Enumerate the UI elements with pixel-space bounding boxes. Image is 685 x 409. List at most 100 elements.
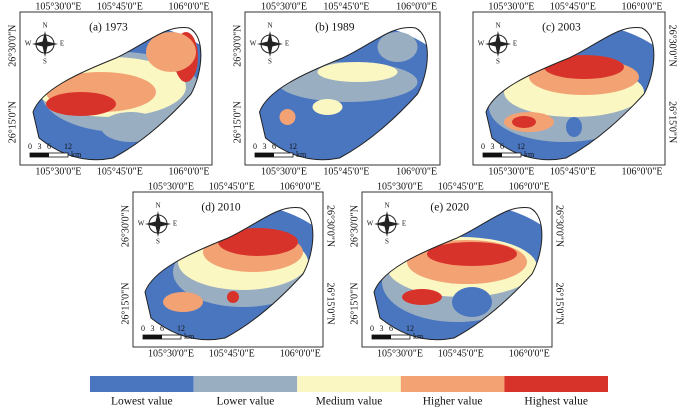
compass-n: N xyxy=(267,22,272,30)
scale-tick: 0 xyxy=(481,142,485,151)
compass-s: S xyxy=(385,238,389,246)
bottom-coord: 105°30'0"E xyxy=(377,348,423,359)
top-coord: 105°45'0"E xyxy=(97,1,143,12)
scale-bar-fill xyxy=(30,153,49,157)
legend-swatch xyxy=(297,376,401,392)
bottom-coord: 106°0'0"E xyxy=(396,166,437,177)
top-coord: 105°30'0"E xyxy=(35,1,81,12)
top-coord: 106°0'0"E xyxy=(280,181,321,192)
bottom-coord: 105°45'0"E xyxy=(209,348,255,359)
scale-unit: km xyxy=(184,332,195,341)
bottom-coord: 105°30'0"E xyxy=(261,166,307,177)
left-coord: 26°30'0"N xyxy=(7,25,18,67)
scale-tick: 6 xyxy=(389,324,393,333)
right-coord: 26°30'0"N xyxy=(667,25,678,67)
boundary xyxy=(32,26,202,161)
panel-label: (d) 2010 xyxy=(201,202,241,214)
compass-star xyxy=(145,211,171,237)
left-coord: 26°30'0"N xyxy=(120,205,131,247)
bottom-coord: 106°0'0"E xyxy=(280,348,321,359)
compass-n: N xyxy=(384,202,389,210)
bottom-coord: 106°0'0"E xyxy=(621,166,662,177)
zone xyxy=(279,109,296,125)
compass-star xyxy=(257,31,283,57)
compass-e: E xyxy=(402,220,406,228)
zone xyxy=(512,116,536,128)
zone xyxy=(163,292,203,312)
compass-n: N xyxy=(155,202,160,210)
legend-swatch xyxy=(504,376,608,392)
right-coord: 26°15'0"N xyxy=(325,283,336,325)
legend-label: Highest value xyxy=(524,396,588,408)
compass-s: S xyxy=(43,58,47,66)
compass-e: E xyxy=(513,40,517,48)
scale-tick: 6 xyxy=(500,142,504,151)
right-coord: 26°30'0"N xyxy=(325,205,336,247)
right-coord: 26°15'0"N xyxy=(554,283,565,325)
bottom-coord: 105°45'0"E xyxy=(438,348,484,359)
panel-label: (b) 1989 xyxy=(315,22,355,34)
legend-label: Lower value xyxy=(217,396,275,408)
left-coord: 26°15'0"N xyxy=(120,283,131,325)
scale-tick: 3 xyxy=(151,324,155,333)
top-coord: 106°0'0"E xyxy=(168,1,209,12)
right-coord: 26°30'0"N xyxy=(554,205,565,247)
compass-e: E xyxy=(173,220,177,228)
left-coord: 26°15'0"N xyxy=(7,101,18,143)
compass-w: W xyxy=(367,220,374,228)
zone xyxy=(312,99,343,115)
scale-tick: 12 xyxy=(406,324,414,333)
legend-label: Medium value xyxy=(316,396,383,408)
top-coord: 105°45'0"E xyxy=(209,181,255,192)
left-coord: 26°30'0"N xyxy=(232,25,243,67)
scale-tick: 6 xyxy=(47,142,51,151)
top-coord: 106°0'0"E xyxy=(621,1,662,12)
top-coord: 105°30'0"E xyxy=(148,181,194,192)
scale-tick: 6 xyxy=(272,142,276,151)
left-coord: 26°15'0"N xyxy=(232,101,243,143)
panel-label: (a) 1973 xyxy=(89,22,128,34)
scale-tick: 12 xyxy=(64,142,72,151)
scale-unit: km xyxy=(71,150,82,159)
legend-label: Higher value xyxy=(423,396,483,408)
bottom-coord: 105°30'0"E xyxy=(148,348,194,359)
zone xyxy=(566,117,582,137)
zone xyxy=(227,291,239,303)
top-coord: 105°30'0"E xyxy=(377,181,423,192)
boundary xyxy=(144,206,314,341)
scale-tick: 12 xyxy=(517,142,525,151)
boundary xyxy=(373,206,543,341)
compass-w: W xyxy=(250,40,257,48)
bottom-coord: 106°0'0"E xyxy=(509,348,550,359)
scale-tick: 0 xyxy=(253,142,257,151)
bottom-coord: 105°45'0"E xyxy=(323,166,369,177)
legend-swatch xyxy=(400,376,505,392)
compass-star xyxy=(32,31,58,57)
zone xyxy=(317,62,398,82)
bottom-coord: 105°45'0"E xyxy=(97,166,143,177)
zone xyxy=(452,287,492,317)
compass-w: W xyxy=(25,40,32,48)
zone xyxy=(377,32,418,62)
scale-tick: 3 xyxy=(380,324,384,333)
bottom-coord: 105°30'0"E xyxy=(488,166,534,177)
zone xyxy=(218,228,298,256)
compass-n: N xyxy=(42,22,47,30)
zone xyxy=(146,32,196,72)
compass-s: S xyxy=(496,58,500,66)
compass-star xyxy=(485,31,511,57)
scale-bar-fill xyxy=(143,335,162,339)
left-coord: 26°15'0"N xyxy=(349,283,360,325)
top-coord: 105°45'0"E xyxy=(550,1,596,12)
compass-star xyxy=(374,211,400,237)
bottom-coord: 106°0'0"E xyxy=(168,166,209,177)
boundary xyxy=(485,26,655,161)
left-coord: 26°30'0"N xyxy=(349,205,360,247)
top-coord: 105°30'0"E xyxy=(261,1,307,12)
scale-tick: 12 xyxy=(289,142,297,151)
scale-tick: 3 xyxy=(491,142,495,151)
